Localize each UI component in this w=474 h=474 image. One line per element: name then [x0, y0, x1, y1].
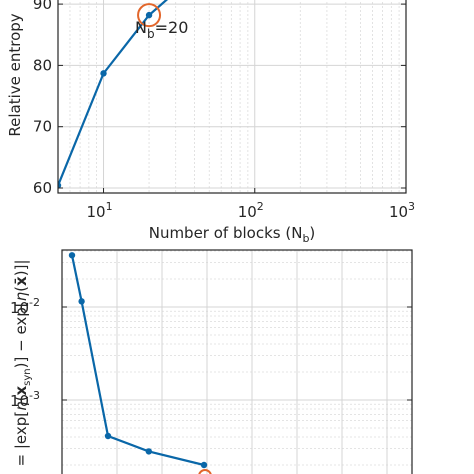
- bottom-y-tick-labels: 10-3 10-2: [10, 296, 40, 410]
- bottom-data-point: [200, 461, 208, 469]
- bottom-series: [68, 252, 212, 474]
- bottom-grid: [62, 250, 412, 474]
- top-x-tick-label: 101: [86, 200, 112, 221]
- bottom-chart: 10-3 10-2 = |exp[η(xsyn)] − exp[η(x̄)]|: [10, 249, 413, 474]
- top-data-point: [145, 11, 153, 19]
- bottom-data-point: [78, 298, 85, 305]
- bottom-data-point: [68, 252, 76, 259]
- bottom-y-tick-label: 10-2: [10, 296, 40, 317]
- top-y-tick-label: 90: [33, 0, 52, 13]
- top-x-tick-label: 103: [389, 200, 415, 221]
- top-annotation-label: Nb=20: [135, 18, 188, 41]
- bottom-frame: [61, 249, 413, 474]
- top-data-point: [100, 70, 107, 77]
- top-y-tick-label: 70: [33, 118, 52, 136]
- top-chart: 60 70 80 90 101 102 103 Number of blocks (Nb)…: [6, 0, 415, 245]
- top-series-line: [58, 0, 169, 186]
- top-x-axis-label: Number of blocks (Nb): [149, 224, 316, 245]
- top-x-tick-labels: 101 102 103: [86, 200, 415, 221]
- bottom-ticks: [62, 306, 412, 401]
- bottom-y-axis-label: = |exp[η(xsyn)] − exp[η(x̄)]|: [12, 260, 33, 467]
- top-annotation-circle: [137, 3, 162, 28]
- bottom-series-line: [70, 255, 205, 467]
- top-x-tick-label: 102: [238, 200, 264, 221]
- top-frame: [57, 0, 407, 194]
- top-y-tick-labels: 60 70 80 90: [33, 0, 52, 197]
- top-grid: [57, 0, 406, 193]
- bottom-data-point: [104, 432, 112, 440]
- bottom-highlight-circle: [198, 469, 212, 474]
- top-y-tick-label: 60: [33, 179, 52, 197]
- bottom-data-point: [145, 448, 152, 455]
- top-ticks: [58, 3, 407, 193]
- top-y-tick-label: 80: [33, 56, 52, 74]
- bottom-y-tick-label: 10-3: [10, 389, 40, 410]
- top-y-axis-label: Relative entropy: [6, 13, 24, 136]
- top-series: [58, 0, 169, 189]
- top-data-point: [58, 182, 62, 189]
